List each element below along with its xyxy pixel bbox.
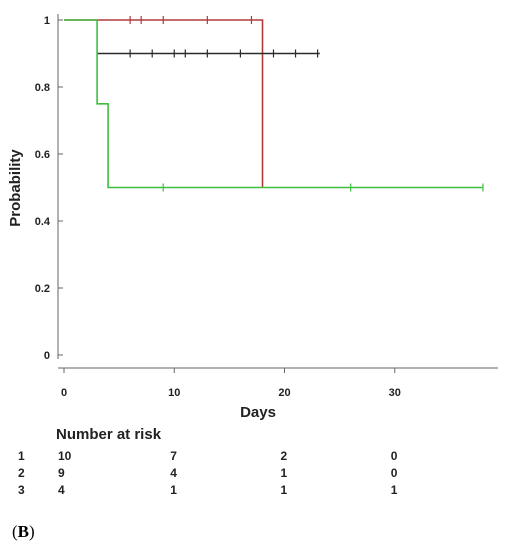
panel-label-letter: B (17, 522, 30, 541)
panel-label-close: ) (29, 522, 35, 541)
x-tick-label-0: 0 (61, 387, 67, 399)
km-chart: 00.20.40.60.810 10 20 30 Days Probability (7, 14, 498, 421)
risk-row-2-count-3: 0 (390, 466, 398, 480)
panel-label-open: ( (12, 522, 18, 541)
risk-row-1-count-3: 0 (390, 449, 398, 463)
risk-table-title: Number at risk (56, 426, 162, 443)
risk-row-1-group: 1 (18, 449, 25, 463)
risk-row-3-count-0: 4 (58, 483, 65, 497)
risk-row-3-count-2: 1 (280, 483, 288, 497)
series-3-line (64, 19, 483, 189)
series-1-line (64, 19, 264, 188)
y-axis-title: Probability (7, 149, 24, 227)
panel-label: (B) (12, 522, 35, 542)
risk-row-2-count-1: 4 (170, 466, 177, 480)
risk-row-1-count-2: 2 (280, 449, 288, 463)
risk-row-2-count-0: 9 (58, 466, 65, 480)
y-tick-label-0: 0 (44, 350, 50, 362)
y-tick-label-4: 0.8 (35, 82, 50, 94)
y-tick-label-5: 1 (44, 15, 50, 27)
risk-row-2-count-2: 1 (280, 466, 288, 480)
tick-labels: 00.20.40.60.810 10 20 30 (35, 15, 401, 399)
risk-row-1-count-1: 7 (170, 449, 177, 463)
y-tick-label-1: 0.2 (35, 283, 50, 295)
x-tick-label-1: 10 (168, 387, 180, 399)
risk-row-2-group: 2 (18, 466, 25, 480)
risk-row-3-count-1: 1 (170, 483, 177, 497)
risk-row-3-count-3: 1 (390, 483, 398, 497)
x-tick-label-3: 30 (389, 387, 401, 399)
survival-curves (64, 16, 484, 192)
risk-row-3-group: 3 (18, 483, 25, 497)
risk-row-1-count-0: 10 (58, 449, 72, 463)
x-axis-title: Days (240, 404, 276, 421)
y-tick-label-3: 0.6 (35, 149, 50, 161)
y-tick-label-2: 0.4 (35, 216, 51, 228)
x-tick-label-2: 20 (278, 387, 290, 399)
axes (57, 14, 498, 373)
